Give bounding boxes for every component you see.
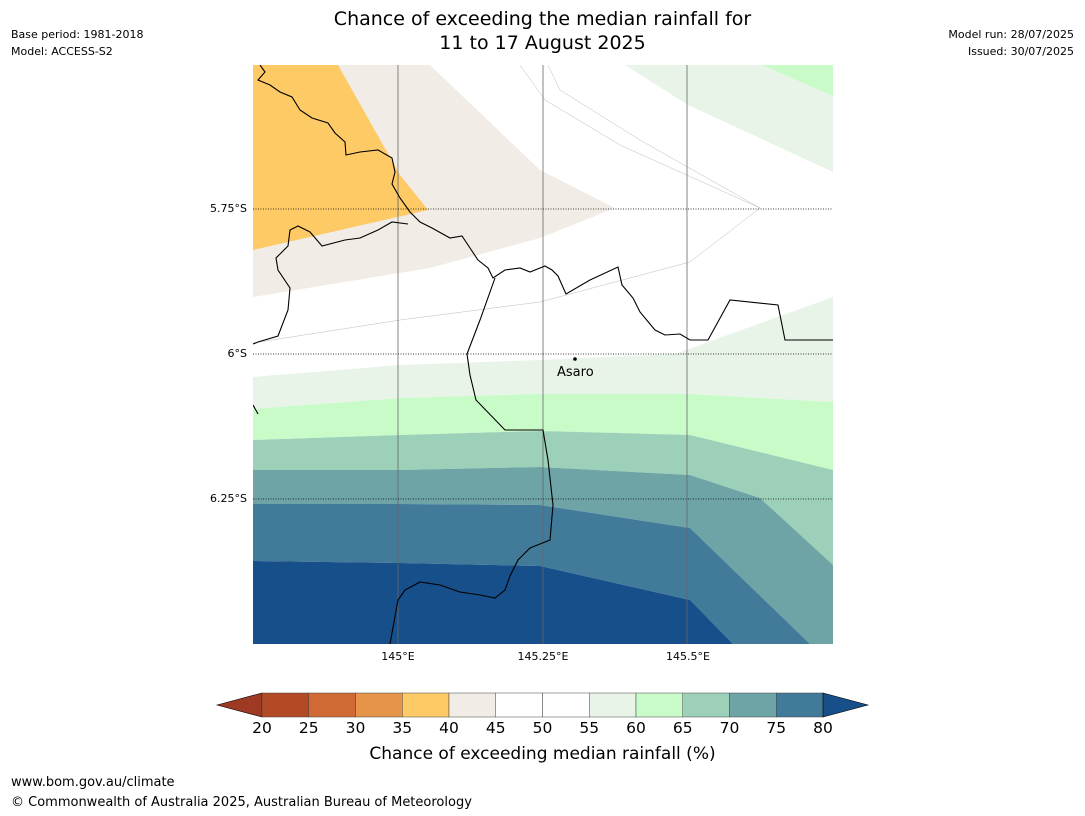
lon-label-145-5: 145.5°E [666,650,710,663]
colorbar-segment-35_40 [402,692,450,718]
boundary-sw-fragment [253,404,259,415]
lat-label-6-25: 6.25°S [210,492,247,505]
lat-label-5-75: 5.75°S [210,202,247,215]
asaro-marker [573,357,577,361]
band-75-80 [253,504,810,644]
title-line-1: Chance of exceeding the median rainfall … [333,8,752,30]
colorbar-tick-label: 80 [813,719,833,737]
band-60-65-top-right [762,65,833,96]
footer-url: www.bom.gov.au/climate [11,775,175,790]
colorbar-tick-label: 40 [439,719,459,737]
colorbar-tick-label: 30 [345,719,366,737]
colorbar-segment-65_70 [682,692,730,718]
boundary-north [257,65,833,341]
lon-label-145: 145°E [381,650,415,663]
colorbar-extend-low [215,692,263,718]
model-run: Model run: 28/07/2025 [948,28,1074,41]
colorbar-extend-high [822,692,870,718]
colorbar-segment-75_80 [776,692,824,718]
band-55-60-top-right [625,65,833,172]
metadata-right: Model run: 28/07/2025 Issued: 30/07/2025 [948,26,1074,60]
band-above-80 [253,561,733,644]
metadata-left: Base period: 1981-2018 Model: ACCESS-S2 [11,26,143,60]
colorbar-tick-label: 45 [485,719,506,737]
place-label-asaro: Asaro [557,365,594,380]
colorbar-segment-50_55 [542,692,590,718]
colorbar [215,692,870,718]
colorbar-tick-label: 60 [626,719,646,737]
boundary-west [253,221,409,345]
colorbar-segment-30_35 [355,692,403,718]
title-line-2: 11 to 17 August 2025 [439,32,646,54]
colorbar-segment-60_65 [635,692,683,718]
colorbar-segment-70_75 [729,692,777,718]
graticule [253,65,833,644]
colorbar-label: Chance of exceeding median rainfall (%) [369,744,716,764]
band-70-75 [253,467,833,644]
model-name: Model: ACCESS-S2 [11,45,113,58]
colorbar-segment-25_30 [308,692,356,718]
colorbar-segment-45_50 [495,692,543,718]
colorbar-tick-label: 55 [579,719,600,737]
colorbar-segment-20_25 [261,692,309,718]
province-boundaries [253,65,833,644]
colorbar-segment-40_45 [448,692,496,718]
footer-copyright: © Commonwealth of Australia 2025, Austra… [11,795,472,810]
colorbar-segment-55_60 [589,692,637,718]
contour-50b [547,65,761,209]
colorbar-tick-label: 70 [719,719,740,737]
band-35-40 [253,65,428,250]
lat-label-6: 6°S [227,347,247,360]
colorbar-tick-label: 50 [532,719,553,737]
colorbar-tick-label: 25 [298,719,319,737]
colorbar-tick-label: 65 [672,719,693,737]
boundary-central [389,277,554,644]
lon-label-145-25: 145.25°E [517,650,569,663]
contour-50 [253,65,761,344]
map-title: Chance of exceeding the median rainfall … [0,7,1085,55]
issued-date: Issued: 30/07/2025 [967,45,1074,58]
colorbar-tick-label: 75 [766,719,787,737]
base-period: Base period: 1981-2018 [11,28,144,41]
colorbar-tick-label: 20 [252,719,272,737]
colorbar-tick-label: 35 [392,719,413,737]
